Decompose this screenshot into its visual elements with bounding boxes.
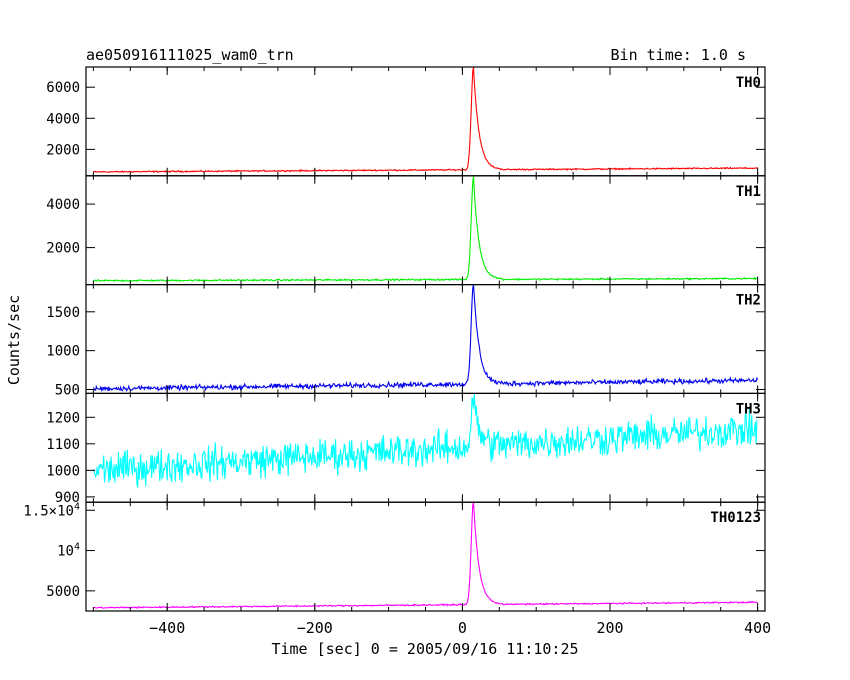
y-tick-label: 1200 bbox=[46, 410, 80, 426]
x-tick-label: 400 bbox=[744, 619, 771, 637]
panel-label-th3: TH3 bbox=[736, 401, 761, 417]
panel-label-th1: TH1 bbox=[736, 184, 761, 200]
y-tick-label: 1.5×104 bbox=[23, 501, 80, 519]
y-tick-label: 1000 bbox=[46, 344, 80, 360]
x-tick-label: 0 bbox=[458, 619, 467, 637]
y-tick-label: 6000 bbox=[46, 80, 80, 96]
panel-label-th0: TH0 bbox=[736, 75, 761, 91]
y-tick-label: 900 bbox=[55, 490, 80, 506]
y-tick-label: 4000 bbox=[46, 197, 80, 213]
x-axis-label: Time [sec] 0 = 2005/09/16 11:10:25 bbox=[271, 640, 578, 658]
bin-time-label: Bin time: 1.0 s bbox=[611, 46, 746, 64]
y-tick-label: 4000 bbox=[46, 111, 80, 127]
series-line-th0 bbox=[93, 66, 759, 174]
series-line-th3 bbox=[92, 393, 758, 488]
x-tick-label: 200 bbox=[596, 619, 623, 637]
series-line-th2 bbox=[92, 284, 759, 393]
panel-label-th0123: TH0123 bbox=[710, 510, 761, 526]
y-tick-label: 1000 bbox=[46, 463, 80, 479]
x-tick-label: −200 bbox=[297, 619, 333, 637]
panel-frame-th0123 bbox=[85, 501, 766, 612]
y-tick-label: 2000 bbox=[46, 241, 80, 257]
y-tick-label: 104 bbox=[57, 542, 80, 560]
series-line-th1 bbox=[93, 176, 758, 283]
y-tick-label: 2000 bbox=[46, 142, 80, 158]
y-tick-label: 1500 bbox=[46, 305, 80, 321]
y-tick-label: 1100 bbox=[46, 437, 80, 453]
y-tick-label: 500 bbox=[55, 383, 80, 399]
panel-frame-th0 bbox=[85, 66, 766, 177]
panel-frame-th1 bbox=[85, 175, 766, 286]
chart-title: ae050916111025_wam0_trn bbox=[86, 46, 294, 64]
series-line-th0123 bbox=[93, 502, 758, 609]
y-axis-label: Counts/sec bbox=[5, 295, 23, 385]
panel-frame-th2 bbox=[85, 284, 766, 395]
y-tick-label: 5000 bbox=[46, 584, 80, 600]
panel-label-th2: TH2 bbox=[736, 293, 761, 309]
x-tick-label: −400 bbox=[149, 619, 185, 637]
